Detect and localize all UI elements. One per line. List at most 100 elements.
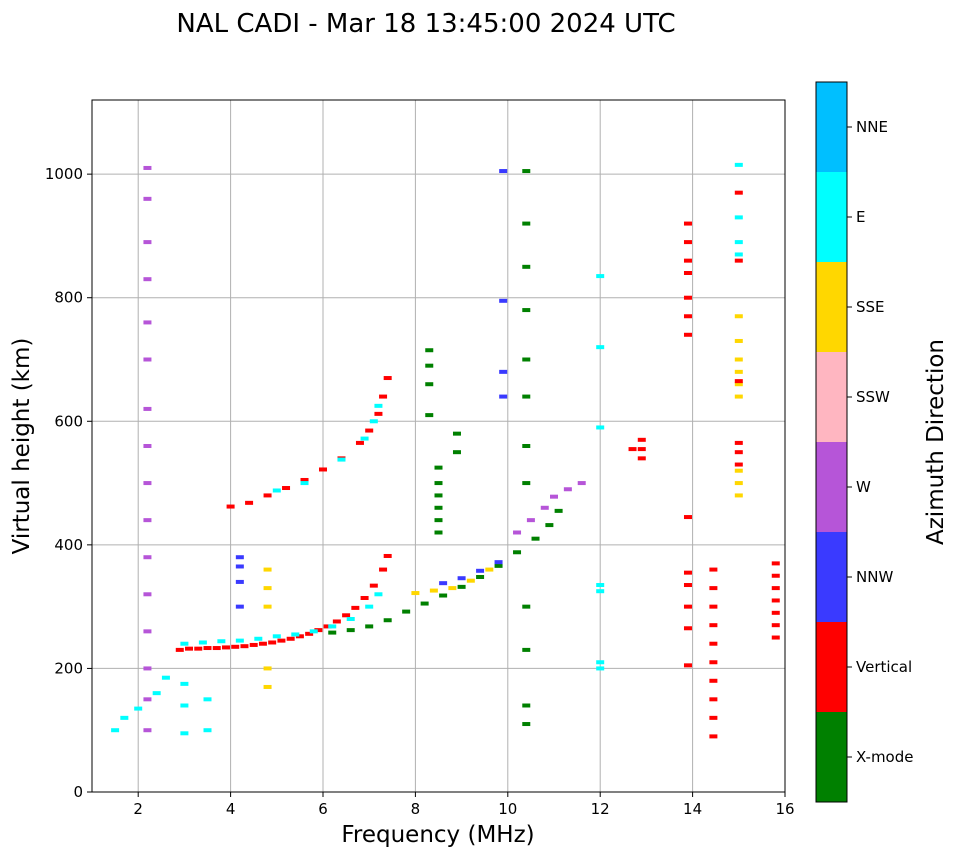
colorbar-tick-label: W bbox=[856, 478, 871, 496]
echo-point bbox=[452, 431, 461, 436]
echo-point bbox=[337, 457, 346, 462]
echo-point bbox=[683, 604, 692, 609]
echo-point bbox=[513, 530, 522, 535]
echo-point bbox=[143, 518, 152, 523]
echo-point bbox=[494, 560, 503, 565]
echo-point bbox=[175, 647, 184, 652]
echo-point bbox=[485, 567, 494, 572]
echo-point bbox=[272, 634, 281, 639]
echo-point bbox=[734, 314, 743, 319]
echo-point bbox=[300, 477, 309, 482]
colorbar-tick-label: NNW bbox=[856, 568, 893, 586]
echo-point bbox=[369, 583, 378, 588]
echo-point bbox=[734, 468, 743, 473]
echo-point bbox=[683, 271, 692, 275]
echo-point bbox=[683, 221, 692, 226]
echo-point bbox=[235, 638, 244, 643]
echo-point bbox=[457, 576, 466, 581]
echo-point bbox=[683, 314, 692, 319]
echo-point bbox=[198, 640, 207, 645]
echo-point bbox=[734, 394, 743, 399]
echo-point bbox=[734, 369, 743, 374]
echo-point bbox=[550, 494, 558, 499]
echo-point bbox=[425, 382, 434, 387]
colorbar-frame bbox=[815, 81, 848, 803]
echo-point bbox=[734, 258, 743, 263]
echo-point bbox=[734, 162, 743, 167]
echo-point bbox=[203, 697, 212, 702]
echo-point bbox=[709, 641, 718, 646]
echo-point bbox=[522, 169, 531, 174]
echo-point bbox=[180, 681, 189, 686]
echo-point bbox=[365, 624, 374, 629]
colorbar-tick-label: X-mode bbox=[856, 748, 913, 766]
colorbar-segment bbox=[816, 532, 847, 622]
echo-point bbox=[235, 564, 244, 569]
echo-point bbox=[734, 481, 743, 486]
echo-point bbox=[360, 595, 369, 600]
echo-point bbox=[365, 428, 374, 433]
echo-point bbox=[185, 646, 194, 651]
echo-point bbox=[439, 593, 448, 598]
echo-point bbox=[263, 586, 272, 591]
echo-point bbox=[161, 675, 170, 680]
echo-point bbox=[522, 264, 531, 269]
colorbar-segment bbox=[816, 172, 847, 262]
echo-point bbox=[134, 706, 143, 711]
colorbar-tick-label: E bbox=[856, 208, 865, 226]
echo-point bbox=[143, 320, 152, 325]
echo-point bbox=[217, 639, 226, 644]
echo-point bbox=[596, 345, 605, 350]
echo-point bbox=[434, 481, 443, 486]
echo-point bbox=[143, 481, 152, 486]
echo-point bbox=[434, 518, 443, 523]
echo-point bbox=[360, 436, 369, 441]
echo-point bbox=[683, 258, 692, 263]
echo-point bbox=[143, 592, 152, 597]
echo-point bbox=[258, 641, 267, 646]
echo-point bbox=[683, 663, 692, 668]
echo-point bbox=[194, 646, 203, 651]
echo-point bbox=[771, 573, 780, 578]
echo-point bbox=[734, 379, 743, 384]
echo-point bbox=[240, 644, 249, 649]
echo-point bbox=[434, 493, 443, 498]
echo-point bbox=[305, 631, 314, 636]
echo-point bbox=[522, 444, 531, 448]
echo-point bbox=[143, 444, 152, 448]
echo-point bbox=[563, 487, 572, 492]
y-tick-label: 0 bbox=[73, 783, 83, 801]
x-tick-label: 8 bbox=[411, 800, 421, 818]
echo-point bbox=[540, 505, 549, 510]
y-tick-label: 200 bbox=[54, 659, 83, 677]
echo-point bbox=[499, 298, 508, 303]
echo-point bbox=[180, 641, 189, 646]
colorbar-tick-label: SSW bbox=[856, 388, 890, 406]
echo-point bbox=[709, 623, 718, 628]
echo-point bbox=[143, 697, 152, 702]
echo-point bbox=[637, 456, 646, 461]
echo-point bbox=[683, 570, 692, 575]
echo-point bbox=[263, 666, 272, 671]
echo-point bbox=[734, 493, 743, 498]
y-tick-label: 600 bbox=[54, 412, 83, 430]
echo-point bbox=[254, 636, 263, 641]
x-tick-label: 16 bbox=[775, 800, 794, 818]
plot-frame bbox=[91, 99, 786, 793]
echo-point bbox=[263, 684, 272, 689]
echo-point bbox=[143, 728, 152, 733]
echo-point bbox=[323, 624, 332, 629]
echo-point bbox=[143, 629, 152, 634]
colorbar-segment bbox=[816, 442, 847, 532]
echo-point bbox=[143, 196, 152, 201]
colorbar-segment bbox=[816, 712, 847, 802]
echo-point bbox=[286, 636, 295, 641]
echo-point bbox=[771, 598, 780, 603]
grid-lines bbox=[92, 100, 786, 793]
echo-point bbox=[226, 504, 235, 509]
x-tick-label: 12 bbox=[591, 800, 610, 818]
echo-point bbox=[374, 592, 383, 597]
echo-point bbox=[771, 586, 780, 591]
colorbar: X-mode Vertical NNW W SSW SSE E NNE bbox=[815, 81, 913, 803]
